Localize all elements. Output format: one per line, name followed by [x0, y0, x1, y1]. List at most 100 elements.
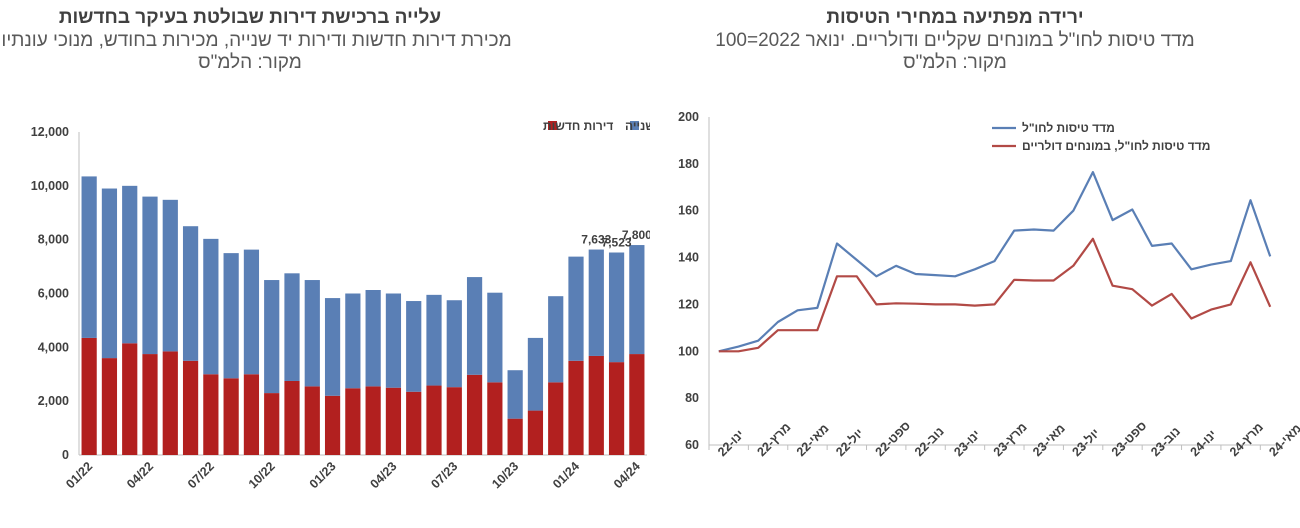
bar-segment-new-apartments — [182, 360, 199, 455]
bar-segment-second-hand — [324, 298, 341, 396]
right-chart-panel: ירידה מפתיעה במחירי הטיסות מדד טיסות לחו… — [650, 0, 1300, 528]
bar-segment-second-hand — [101, 188, 118, 359]
bar-segment-new-apartments — [345, 388, 361, 455]
bar-segment-second-hand — [466, 277, 483, 375]
bar-segment-new-apartments — [264, 393, 280, 455]
bar-segment-second-hand — [608, 252, 625, 363]
x-tick-label: 04/24 — [611, 459, 643, 491]
y-tick-label: 12,000 — [31, 125, 69, 139]
x-tick-label: ינו-24 — [1188, 427, 1220, 459]
y-tick-label: 60 — [685, 438, 699, 452]
bar-segment-second-hand — [426, 294, 442, 386]
left-chart-panel: עלייה ברכישת דירות שבולטת בעיקר בחדשות מ… — [0, 6, 650, 491]
bar-segment-second-hand — [81, 176, 97, 338]
right-line-chart: 60 80 100 120 140 160 180 200 ינו-22 מרץ-22 מאי-22… — [678, 110, 1300, 459]
x-tick-label: 10/22 — [246, 459, 278, 491]
bar-segment-second-hand — [182, 226, 199, 361]
bar-segment-new-apartments — [548, 382, 564, 455]
x-tick-label: 04/22 — [124, 459, 156, 491]
y-tick-label: 6,000 — [38, 287, 69, 301]
legend-swatch — [548, 121, 557, 130]
legend-label: יד שנייה — [625, 119, 650, 133]
bar-segment-new-apartments — [568, 360, 584, 455]
x-tick-label: נוב-22 — [912, 424, 947, 459]
y-tick-label: 8,000 — [38, 233, 69, 247]
bar-segment-second-hand — [223, 253, 239, 379]
bar-segment-second-hand — [203, 238, 219, 375]
bar-segment-new-apartments — [426, 385, 442, 455]
y-tick-label: 4,000 — [38, 340, 69, 354]
x-tick-label: מרץ-23 — [991, 420, 1030, 459]
right-chart-header: ירידה מפתיעה במחירי הטיסות מדד טיסות לחו… — [630, 6, 1280, 74]
bar-segment-second-hand — [487, 292, 503, 383]
bar-segment-new-apartments — [162, 351, 178, 455]
bar-segment-second-hand — [446, 300, 462, 388]
bar-data-label: 7,523 — [602, 236, 632, 250]
x-tick-label: ספט-22 — [873, 418, 914, 459]
y-tick-label: 180 — [678, 157, 699, 171]
x-tick-label: יול-23 — [1069, 426, 1102, 459]
bar-segment-second-hand — [568, 256, 584, 361]
bar-segment-second-hand — [345, 293, 361, 389]
x-tick-label: נוב-23 — [1148, 424, 1183, 459]
bar-segment-new-apartments — [507, 418, 523, 455]
bar-segment-new-apartments — [142, 354, 158, 455]
bar-segment-new-apartments — [304, 386, 320, 455]
bar-segment-second-hand — [243, 249, 260, 375]
x-tick-label: 01/23 — [307, 459, 339, 491]
bar-segment-second-hand — [365, 290, 381, 387]
left-chart-subtitle: מכירת דירות חדשות ודירות יד שנייה, מכירו… — [0, 30, 512, 51]
left-chart-title: עלייה ברכישת דירות שבולטת בעיקר בחדשות — [58, 7, 442, 28]
bar-segment-new-apartments — [487, 382, 503, 455]
bar-segment-new-apartments — [223, 378, 239, 455]
x-tick-label: 07/23 — [428, 459, 460, 491]
y-tick-label: 200 — [678, 110, 699, 124]
x-tick-label: 10/23 — [489, 459, 521, 491]
right-chart-title: ירידה מפתיעה במחירי הטיסות — [826, 7, 1084, 28]
x-tick-label: יול-22 — [833, 426, 866, 459]
x-tick-label: ינו-22 — [715, 427, 747, 459]
bar-segment-new-apartments — [122, 343, 138, 455]
bar-segment-second-hand — [588, 249, 604, 356]
x-tick-label: מאי-24 — [1266, 421, 1300, 459]
bar-segment-new-apartments — [608, 362, 625, 455]
bar-segment-second-hand — [406, 301, 422, 392]
x-tick-label: מאי-22 — [794, 421, 832, 459]
bar-segment-new-apartments — [324, 395, 341, 455]
bar-segment-second-hand — [122, 185, 138, 344]
bar-segment-new-apartments — [284, 380, 300, 455]
bar-segment-new-apartments — [446, 387, 462, 455]
bar-segment-new-apartments — [527, 410, 544, 455]
bar-segment-second-hand — [264, 280, 280, 394]
x-tick-label: מאי-23 — [1030, 421, 1068, 459]
y-tick-label: 80 — [685, 391, 699, 405]
y-tick-label: 2,000 — [38, 394, 69, 408]
bar-segment-second-hand — [507, 370, 523, 419]
left-chart-header: עלייה ברכישת דירות שבולטת בעיקר בחדשות מ… — [0, 6, 575, 74]
right-chart-subtitle: מדד טיסות לחו"ל במונחים שקליים ודולריים.… — [715, 30, 1195, 51]
bar-segment-new-apartments — [406, 391, 422, 455]
bar-data-label: 7,633 — [581, 233, 611, 247]
bar-data-label: 7,800 — [622, 228, 650, 242]
bar-segment-second-hand — [527, 337, 544, 411]
bar-segment-new-apartments — [365, 386, 381, 455]
bar-segment-second-hand — [548, 296, 564, 383]
x-tick-label: מרץ-24 — [1227, 420, 1266, 459]
bar-segment-second-hand — [629, 245, 645, 355]
x-tick-label: 07/22 — [185, 459, 217, 491]
x-tick-label: מרץ-22 — [754, 420, 793, 459]
bar-segment-new-apartments — [629, 354, 645, 455]
line-series-flights-usd — [718, 237, 1272, 353]
x-tick-label: ספט-23 — [1109, 418, 1150, 459]
bar-segment-new-apartments — [81, 337, 97, 455]
left-bar-chart: 02,0004,0006,0008,00010,00012,0007,6337,… — [31, 119, 650, 491]
y-tick-label: 160 — [678, 204, 699, 218]
bar-segment-second-hand — [162, 199, 178, 352]
legend-label: מדד טיסות לחו"ל — [1022, 121, 1115, 135]
x-tick-label: 04/23 — [368, 459, 400, 491]
legend-swatch — [630, 121, 639, 130]
x-tick-label: 01/24 — [550, 459, 582, 491]
bar-segment-second-hand — [304, 280, 320, 387]
bar-segment-second-hand — [385, 293, 402, 388]
x-tick-label: ינו-23 — [951, 427, 983, 459]
